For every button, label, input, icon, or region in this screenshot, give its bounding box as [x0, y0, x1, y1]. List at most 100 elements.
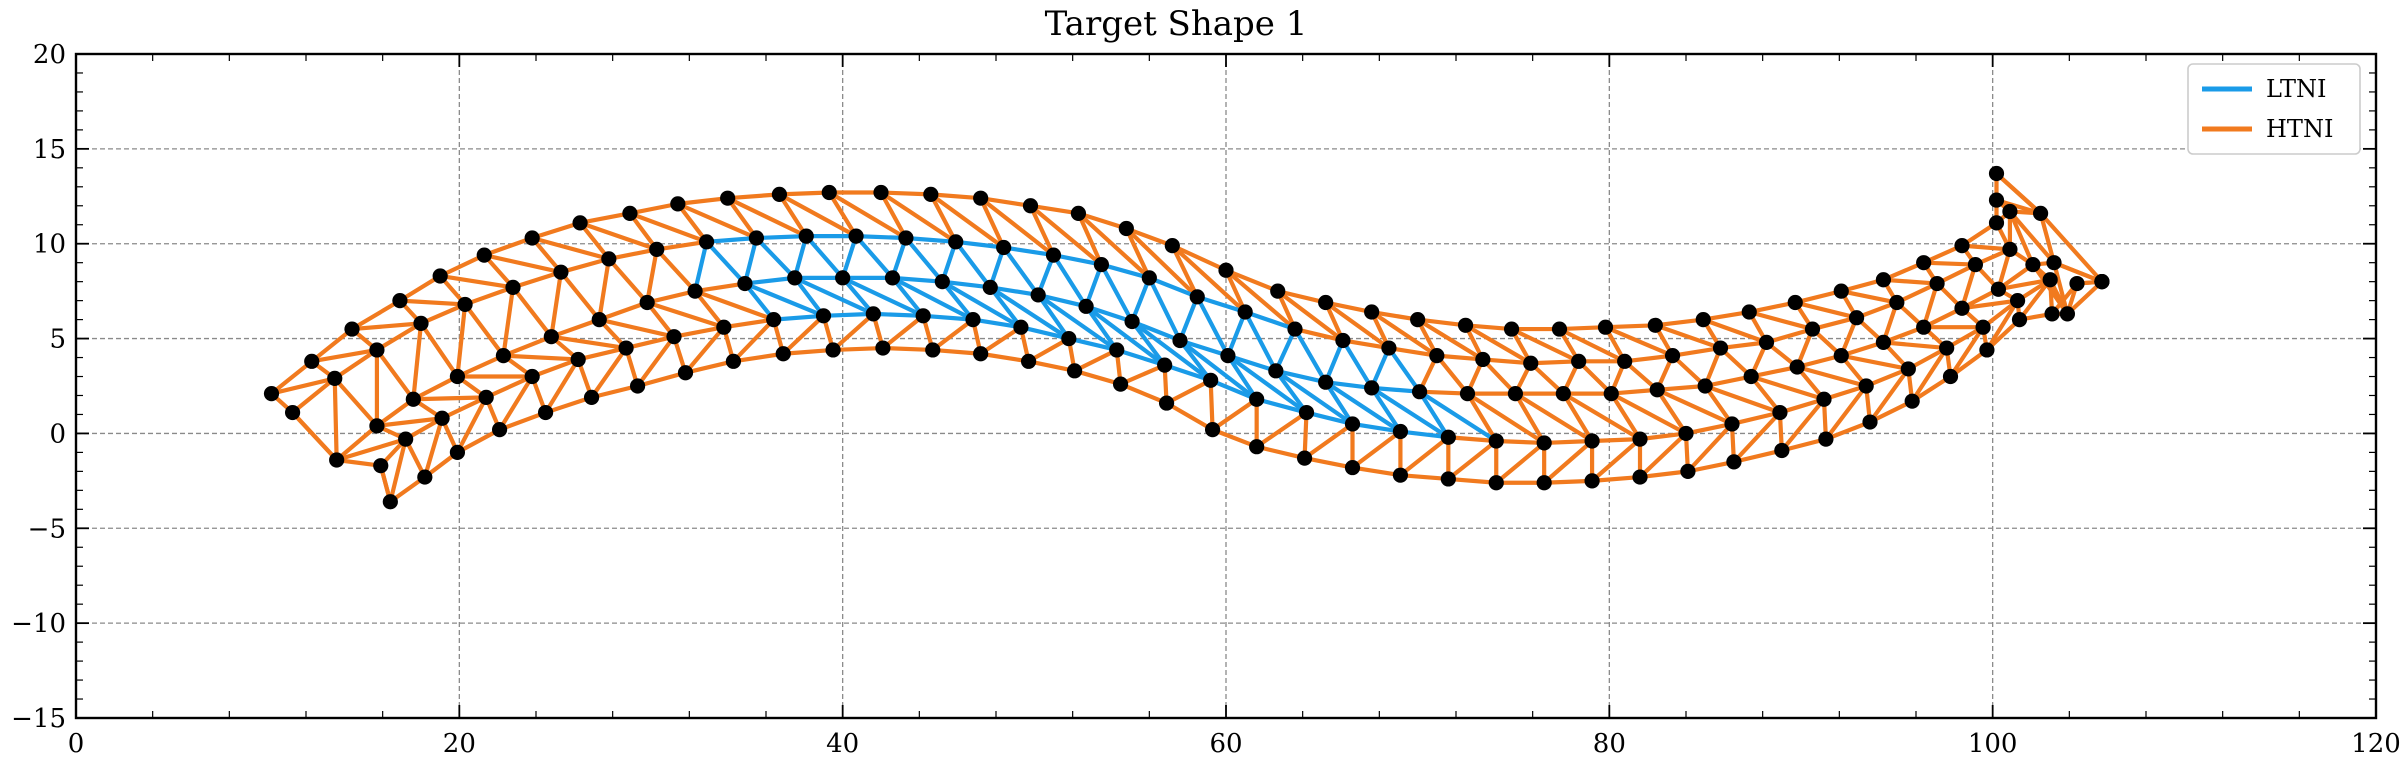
htni-edge-row	[1749, 364, 1800, 379]
mesh-node	[639, 294, 655, 311]
x-tick-label: 100	[1968, 729, 2018, 759]
mesh-node	[973, 346, 989, 362]
mesh-node	[622, 205, 638, 221]
mesh-node	[1904, 393, 1920, 409]
mesh-node	[537, 404, 554, 421]
htni-edge-rung	[1208, 378, 1215, 432]
mesh-node	[687, 283, 703, 299]
mesh-node	[1410, 312, 1426, 328]
htni-edge-diag	[530, 235, 611, 261]
htni-edge-diag	[645, 300, 726, 330]
htni-edge-diag	[1823, 383, 1869, 442]
htni-edge-row	[1542, 478, 1595, 485]
ltni-edge-row	[1208, 378, 1259, 402]
htni-edge-row	[1729, 410, 1783, 427]
htni-edge-row	[439, 395, 489, 421]
x-tick-label: 40	[826, 729, 859, 759]
htni-edge-diag	[349, 321, 424, 332]
ltni-edge-diag	[1177, 338, 1259, 402]
htni-edge-diag	[1210, 397, 1259, 432]
mesh-node	[1457, 317, 1474, 333]
mesh-node	[1678, 425, 1694, 442]
mesh-node	[835, 270, 851, 286]
mesh-node	[1741, 304, 1757, 320]
y-tick-label: −15	[11, 704, 66, 734]
mesh-node	[875, 340, 891, 356]
mesh-node	[1189, 289, 1205, 305]
htni-edge-rung	[1561, 391, 1595, 444]
mesh-node	[1954, 300, 1970, 316]
mesh-node	[1070, 205, 1087, 221]
htni-edge-row	[1589, 474, 1643, 483]
mesh-node	[505, 279, 521, 295]
htni-edge-diag	[1076, 211, 1152, 280]
mesh-node	[1647, 317, 1663, 333]
htni-edge-row	[597, 300, 650, 322]
mesh-node	[1988, 215, 2005, 231]
htni-edge-diag	[1494, 440, 1547, 485]
htni-edge-diag	[1921, 281, 1940, 330]
mesh-node	[1124, 313, 1140, 330]
htni-edge-row	[1415, 317, 1468, 328]
mesh-node	[1488, 475, 1504, 491]
ltni-edge-row	[1243, 309, 1298, 332]
htni-edge-diag	[1881, 277, 1940, 286]
mesh-node	[304, 353, 320, 369]
mesh-node	[1816, 391, 1832, 407]
htni-edge-row	[334, 423, 380, 463]
mesh-node	[1551, 321, 1568, 337]
mesh-node	[1344, 416, 1361, 432]
htni-edge-row	[1026, 359, 1077, 373]
mesh-node	[1440, 429, 1456, 445]
mesh-node	[1249, 439, 1265, 455]
htni-edge-row	[1670, 345, 1723, 358]
ltni-edge-rung	[1340, 338, 1374, 390]
ltni-edge-rung	[1417, 389, 1451, 440]
htni-edge-rung	[1749, 374, 1783, 415]
mesh-node	[629, 378, 646, 394]
mesh-node	[1164, 238, 1180, 254]
ltni-edge-diag	[1273, 326, 1298, 373]
htni-edge-diag	[635, 334, 677, 389]
htni-edge-diag	[1446, 438, 1499, 482]
ltni-edge-rung	[890, 275, 926, 318]
htni-edge-diag	[411, 395, 489, 402]
mesh-node	[491, 422, 508, 438]
mesh-node	[1858, 378, 1874, 394]
ltni-edge-rung	[1147, 275, 1183, 343]
htni-edge-diag	[549, 334, 629, 351]
htni-edge-diag	[1072, 347, 1119, 373]
mesh-node	[327, 370, 343, 387]
ltni-edge-diag	[1417, 389, 1499, 444]
htni-edge-row	[1731, 448, 1784, 464]
ltni-edge-row	[1114, 347, 1167, 368]
mesh-node	[1045, 247, 1062, 263]
htni-edge-row	[1434, 353, 1485, 362]
mesh-node	[821, 184, 837, 201]
htni-edge-rung	[1028, 203, 1056, 258]
htni-edge-diag	[1509, 326, 1581, 364]
mesh-node	[1318, 374, 1334, 390]
ltni-edge-row	[754, 234, 809, 241]
htni-edge-row	[482, 235, 535, 258]
htni-edge-rung	[978, 196, 1006, 250]
htni-edge-diag	[1557, 326, 1627, 364]
htni-edge-rung	[777, 192, 809, 239]
htni-edge-row	[558, 256, 611, 275]
htni-edge-diag	[2017, 277, 2053, 322]
htni-edge-diag	[2038, 211, 2057, 265]
htni-edge-row	[635, 370, 688, 389]
mesh-node	[1020, 353, 1037, 369]
htni-edge-diag	[269, 376, 337, 396]
htni-edge-row	[878, 190, 933, 197]
mesh-node	[649, 241, 665, 258]
mesh-node	[284, 404, 301, 421]
htni-edge-diag	[1302, 421, 1355, 461]
axis-ticks	[75, 53, 2377, 719]
mesh-node	[449, 368, 466, 385]
mesh-node	[591, 312, 607, 328]
htni-edge-diag	[1465, 391, 1547, 446]
htni-edge-diag	[930, 317, 976, 353]
mesh-node	[1503, 321, 1520, 337]
mesh-node	[1584, 473, 1600, 489]
